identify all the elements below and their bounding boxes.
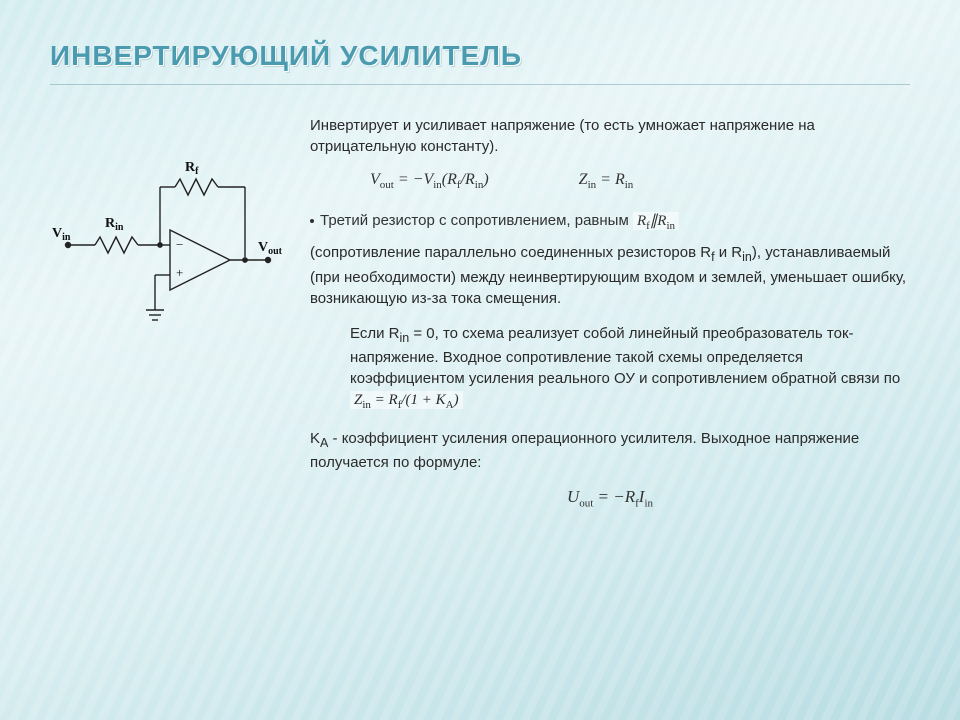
eq-zin2: Zin = Rf/(1 + KA) [350,391,463,409]
paragraph-4: KA - коэффициент усиления операционного … [310,428,910,474]
page-title: ИНВЕРТИРУЮЩИЙ УСИЛИТЕЛЬ [50,40,910,85]
bullet-eq: Rf∥Rin [633,212,679,230]
label-rf: Rf [185,160,199,177]
label-rin: Rin [105,216,124,233]
label-vout: Vout [258,240,283,257]
eq-zin: Zin = Rin [579,171,634,191]
circuit-diagram: Vin Rin Rf Vout − + [50,145,290,365]
intro-paragraph: Инвертирует и усиливает напряжение (то е… [310,115,910,157]
label-minus: − [176,237,183,252]
bullet-icon [310,219,314,223]
bullet-text: Третий резистор с сопротивлением, равным [320,212,633,229]
label-plus: + [176,265,183,280]
equation-row-1: Vout = −Vin(Rf/Rin) Zin = Rin [370,171,910,191]
bullet-line: Третий резистор с сопротивлением, равным… [310,211,910,232]
eq-vout: Vout = −Vin(Rf/Rin) [370,171,489,191]
label-vin: Vin [52,226,71,243]
paragraph-3: Если Rin = 0, то схема реализует собой л… [350,323,910,414]
paragraph-2: (сопротивление параллельно соединенных р… [310,242,910,309]
circuit-column: Vin Rin Rf Vout − + [50,115,290,509]
eq-uout: Uout = −RfIin [310,487,910,509]
text-column: Инвертирует и усиливает напряжение (то е… [310,115,910,509]
